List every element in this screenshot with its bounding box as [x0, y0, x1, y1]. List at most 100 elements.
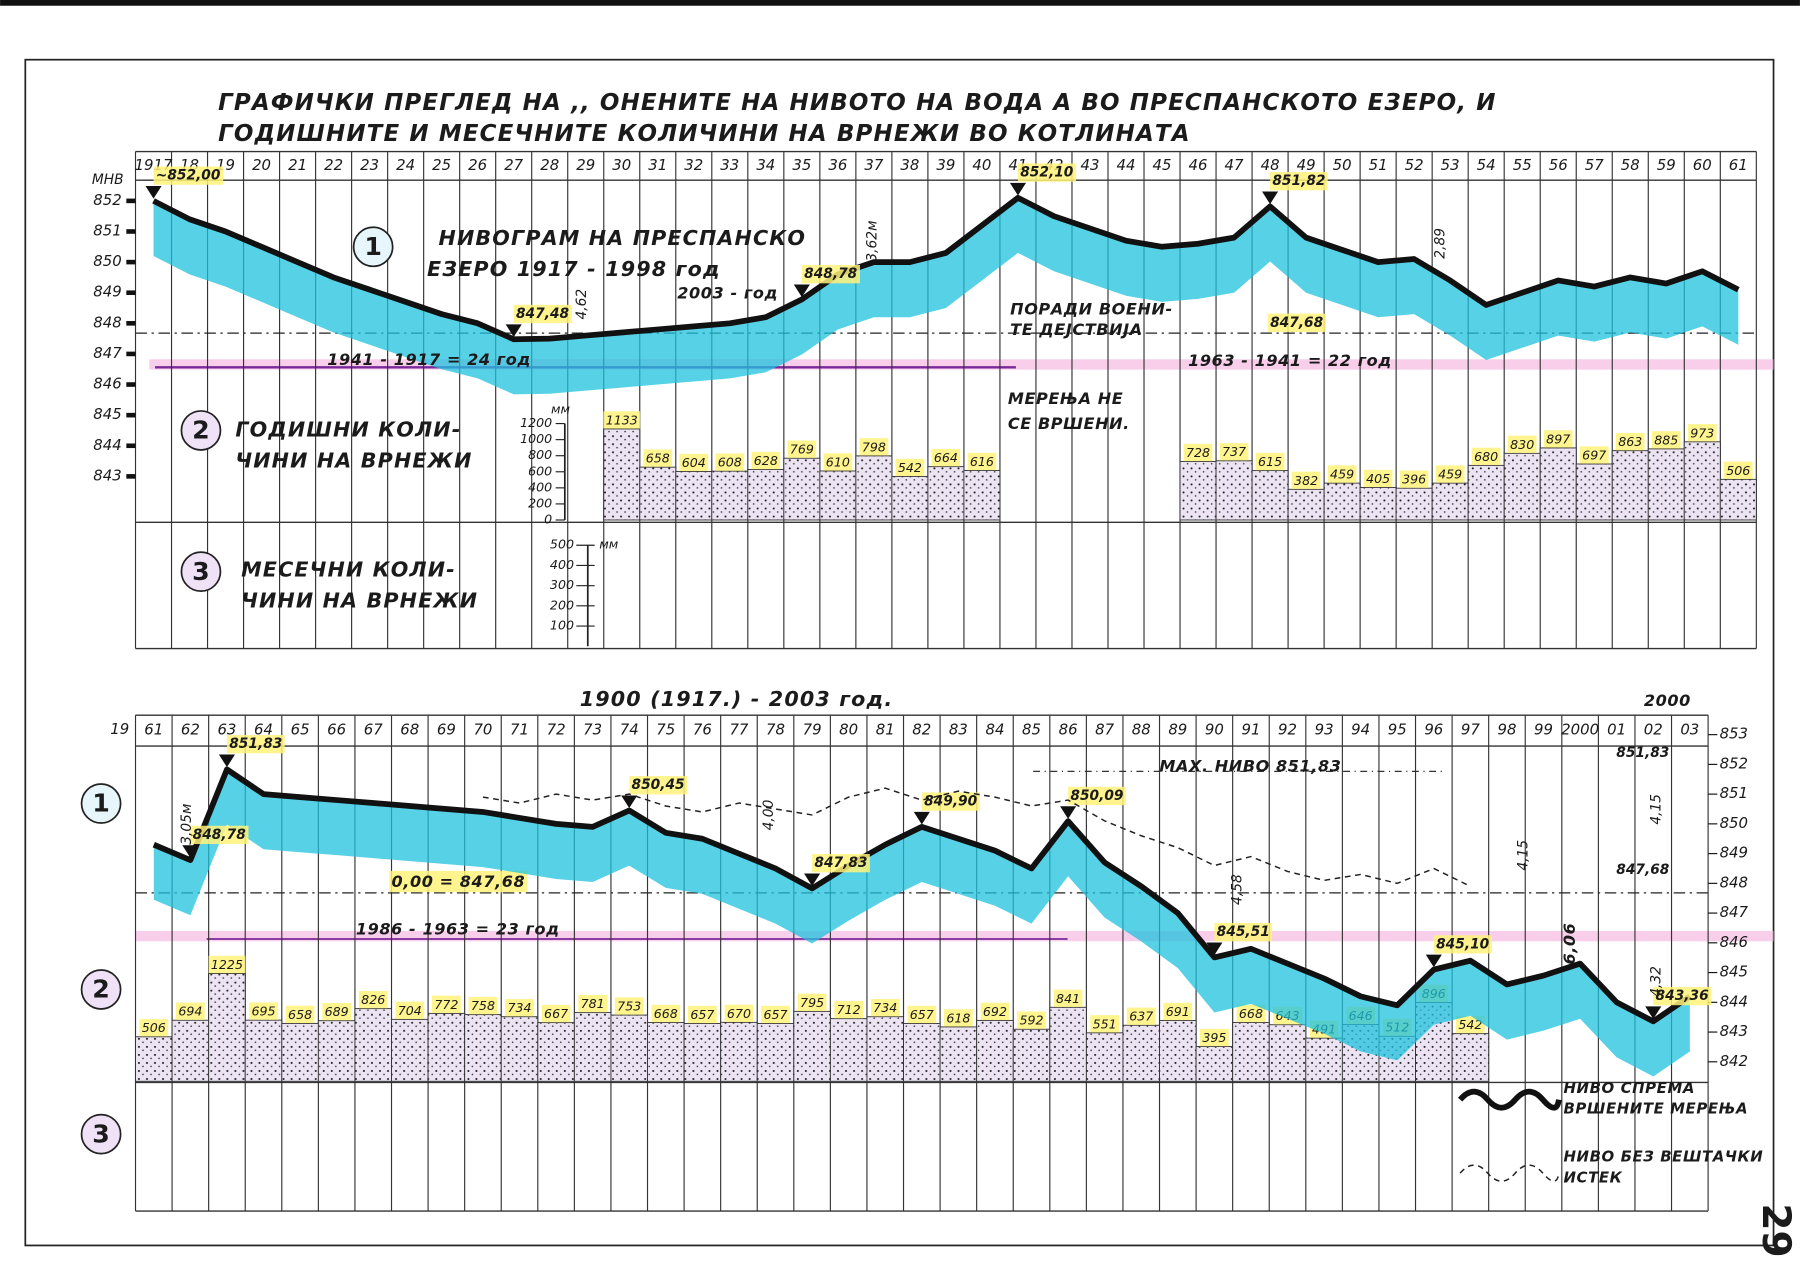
bar: [683, 1023, 722, 1082]
y-tick-label: 200: [528, 495, 552, 510]
y-tick-label: 850: [93, 252, 121, 270]
x-tick-label: 93: [1315, 721, 1334, 739]
x-tick-label: 29: [576, 156, 595, 174]
bar-label: 798: [862, 439, 886, 454]
x-tick-label: 50: [1333, 156, 1352, 174]
panel-badge: [80, 1113, 122, 1155]
label-highlight: [1579, 446, 1609, 464]
period-band: [135, 930, 1774, 942]
bar-label: 551: [1093, 1016, 1117, 1031]
y-tick-label: 849: [1720, 844, 1748, 862]
level-marker: [913, 811, 930, 825]
annotation: 3,62м: [864, 221, 880, 262]
label-highlight: [1236, 1004, 1266, 1023]
x-tick-label: 78: [766, 721, 785, 739]
y-tick-label: 846: [93, 375, 121, 393]
x-tick-label: 53: [1441, 156, 1460, 174]
x-tick-label: 56: [1549, 156, 1568, 174]
y-tick-label: 1000: [520, 431, 552, 446]
x-tick-label: 86: [1059, 721, 1078, 739]
label-highlight: [603, 411, 641, 429]
x-tick-label: 47: [1225, 156, 1244, 174]
x-tick-label: 61: [1729, 156, 1748, 174]
x-tick-label: 35: [792, 156, 811, 174]
label-highlight: [1053, 989, 1083, 1007]
label-highlight: [1017, 163, 1077, 182]
y-tick-label: 200: [550, 597, 574, 612]
annotation: 6,06: [1560, 923, 1579, 965]
x-tick-label: 66: [327, 721, 346, 739]
x-tick-label: 85: [1022, 721, 1041, 739]
bar: [464, 1014, 502, 1082]
y-tick-label: 846: [1720, 933, 1748, 951]
panel-number: 1: [364, 232, 382, 261]
label-highlight: [249, 1002, 278, 1020]
annotation: 19: [110, 720, 129, 738]
x-tick-label: 03: [1680, 721, 1699, 739]
label-highlight: [1435, 465, 1465, 483]
bar-label: 396: [1402, 472, 1426, 487]
bar-label: 506: [142, 1020, 166, 1035]
datum-label: 847,68: [1270, 315, 1324, 331]
scan-edge: [0, 0, 1800, 6]
bar: [720, 1021, 758, 1082]
x-tick-label: 95: [1388, 721, 1407, 739]
label-highlight: [679, 453, 709, 472]
level-marker: [182, 845, 199, 858]
x-tick-label: 45: [1153, 156, 1172, 174]
bar: [427, 1012, 466, 1082]
panel-number: 3: [92, 1119, 110, 1148]
y-tick-label: 600: [528, 463, 552, 478]
panel-title: ЕЗЕРО 1917 - 1998 год: [427, 257, 721, 281]
label-highlight: [190, 825, 249, 845]
label-highlight: [870, 999, 900, 1017]
label-highlight: [967, 452, 997, 471]
level-marker: [793, 284, 810, 298]
bar-label: 1225: [211, 957, 243, 972]
annotation: 851,83: [1616, 745, 1669, 761]
x-tick-label: 34: [756, 156, 775, 174]
bar-label: 826: [361, 992, 385, 1007]
x-tick-label: 62: [181, 721, 200, 739]
bar-label: 734: [507, 1000, 531, 1015]
label-highlight: [1214, 922, 1273, 942]
label-highlight: [208, 955, 246, 974]
label-highlight: [1126, 1007, 1156, 1025]
bar-label: 618: [946, 1010, 970, 1025]
label-highlight: [1327, 465, 1357, 483]
y-tick-label: 850: [1720, 814, 1748, 832]
label-highlight: [1433, 935, 1492, 954]
label-highlight: [176, 1002, 205, 1020]
bar: [1287, 488, 1325, 521]
label-highlight: [1471, 447, 1501, 465]
value-label: 851,82: [1272, 173, 1325, 189]
bar: [1305, 1037, 1343, 1082]
legend-entry: НИВО СПРЕМА ВРШЕНИТЕ МЕРЕЊА: [1563, 1080, 1747, 1118]
y-tick-label: 851: [93, 221, 121, 239]
bar-label: 405: [1366, 471, 1390, 486]
bar: [1012, 1028, 1051, 1082]
bar-label: 667: [544, 1006, 568, 1021]
bar: [927, 466, 965, 521]
bar-label: 657: [763, 1007, 787, 1022]
level-marker: [218, 754, 235, 768]
x-tick-label: 63: [217, 721, 236, 739]
x-tick-label: 77: [729, 721, 748, 739]
label-highlight: [859, 438, 889, 456]
bar: [1395, 487, 1433, 521]
bar-label: 670: [727, 1006, 751, 1021]
label-highlight: [395, 1001, 425, 1019]
bar-label: 712: [837, 1002, 861, 1017]
annotation: 2,89: [1433, 228, 1449, 259]
annotation: 1941 - 1917 = 24 год: [327, 350, 531, 369]
annotation: 4,32: [1648, 966, 1664, 997]
annotation: 4,15: [1648, 794, 1664, 825]
bar: [208, 973, 246, 1082]
bar: [783, 457, 821, 521]
x-tick-label: 70: [473, 721, 492, 739]
x-tick-label: 59: [1657, 156, 1676, 174]
bar-label: 459: [1330, 467, 1354, 482]
x-tick-label: 30: [612, 156, 631, 174]
bar: [135, 1036, 173, 1082]
x-tick-label: 90: [1205, 721, 1224, 739]
